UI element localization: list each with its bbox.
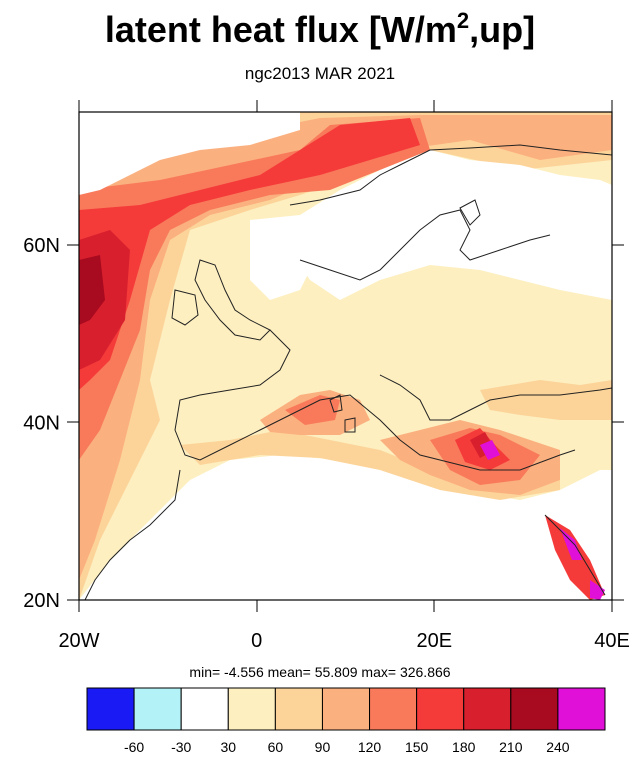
colorbar	[86, 687, 606, 731]
colorbar-swatch	[133, 687, 182, 731]
colorbar-swatch	[416, 687, 465, 731]
x-tick-label: 0	[251, 630, 262, 652]
colorbar-level-label: -60	[124, 739, 144, 755]
colorbar-level-label: 90	[315, 739, 331, 755]
x-tick-label: 20W	[58, 630, 99, 652]
y-tick-label: 20N	[23, 590, 60, 612]
y-tick-label: 60N	[23, 235, 60, 257]
colorbar-labels: -60 -30 30 60 90 120 150 180 210 240	[124, 739, 570, 755]
colorbar-level-label: 30	[220, 739, 236, 755]
colorbar-swatch	[227, 687, 276, 731]
colorbar-swatch	[557, 687, 606, 731]
colorbar-level-label: 60	[268, 739, 284, 755]
colorbar-level-label: 150	[405, 739, 429, 755]
stats-line: min= -4.556 mean= 55.809 max= 326.866	[189, 664, 451, 680]
colorbar-level-label: -30	[171, 739, 191, 755]
colorbar-swatch	[510, 687, 559, 731]
colorbar-swatch	[369, 687, 418, 731]
colorbar-level-label: 240	[546, 739, 570, 755]
x-tick-label: 40E	[594, 630, 630, 652]
colorbar-level-label: 180	[452, 739, 476, 755]
x-axis-labels: 20W 0 20E 40E	[58, 630, 629, 652]
axis-ticks	[67, 100, 624, 612]
map-title: latent heat flux [W/m2,up]	[104, 8, 536, 50]
colorbar-swatch	[180, 687, 229, 731]
colorbar-swatch	[321, 687, 371, 731]
y-axis-labels: 20N 40N 60N	[23, 235, 60, 612]
colorbar-level-label: 210	[499, 739, 523, 755]
colorbar-swatch	[274, 687, 323, 731]
map-subtitle: ngc2013 MAR 2021	[244, 64, 396, 83]
colorbar-level-label: 120	[358, 739, 382, 755]
x-tick-label: 20E	[417, 630, 453, 652]
colorbar-swatch	[463, 687, 512, 731]
plot-frame	[78, 111, 613, 601]
colorbar-swatch	[86, 687, 135, 731]
y-tick-label: 40N	[23, 413, 60, 435]
flux-field	[79, 112, 612, 600]
coastlines	[84, 144, 612, 600]
